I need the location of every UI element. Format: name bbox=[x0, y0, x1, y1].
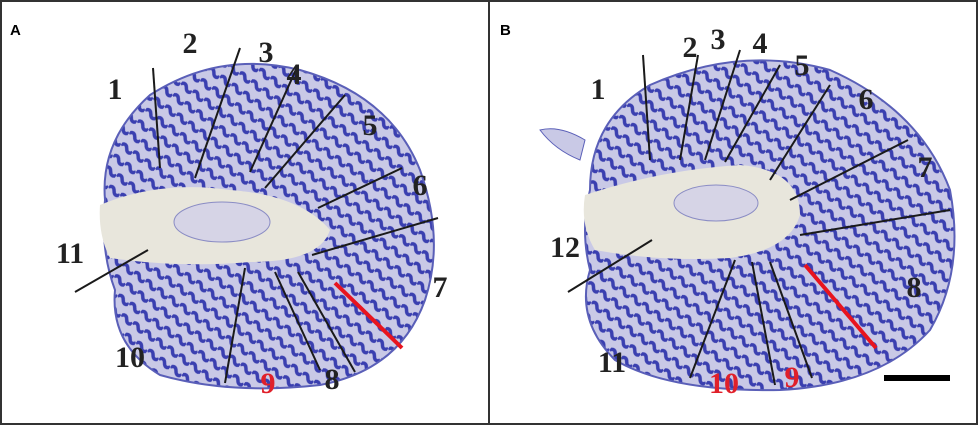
lobule-label: 10 bbox=[115, 341, 145, 374]
lobule-label: 5 bbox=[795, 49, 810, 82]
lobule-label: 7 bbox=[433, 271, 448, 304]
lobule-label: 9 bbox=[261, 367, 276, 400]
lobule-label: 11 bbox=[56, 237, 84, 270]
lobule-label: 4 bbox=[753, 27, 768, 60]
lobule-label: 4 bbox=[287, 58, 302, 91]
lobule-label: 2 bbox=[683, 31, 698, 64]
figure: A B 1 2 3 4 5 6 7 8 9 10 11 1 2 3 4 5 6 … bbox=[0, 0, 978, 425]
lobule-label: 3 bbox=[711, 23, 726, 56]
panel-letter: B bbox=[500, 22, 511, 39]
lobule-label: 7 bbox=[918, 151, 933, 184]
panel-letter: A bbox=[10, 22, 21, 39]
lobule-label: 8 bbox=[907, 271, 922, 304]
tissue-section bbox=[540, 60, 955, 390]
lobule-label: 10 bbox=[709, 367, 739, 400]
lobule-label: 1 bbox=[591, 73, 606, 106]
tissue-section bbox=[100, 64, 434, 388]
lobule-label: 11 bbox=[598, 346, 626, 379]
lobule-label: 9 bbox=[785, 361, 800, 394]
lobule-label: 3 bbox=[259, 36, 274, 69]
lobule-label: 1 bbox=[108, 73, 123, 106]
lobule-label: 6 bbox=[413, 169, 428, 202]
lobule-label: 8 bbox=[325, 363, 340, 396]
lobule-label: 12 bbox=[550, 231, 580, 264]
lobule-label: 2 bbox=[183, 27, 198, 60]
lobule-label: 6 bbox=[859, 83, 874, 116]
lobule-label: 5 bbox=[363, 109, 378, 142]
